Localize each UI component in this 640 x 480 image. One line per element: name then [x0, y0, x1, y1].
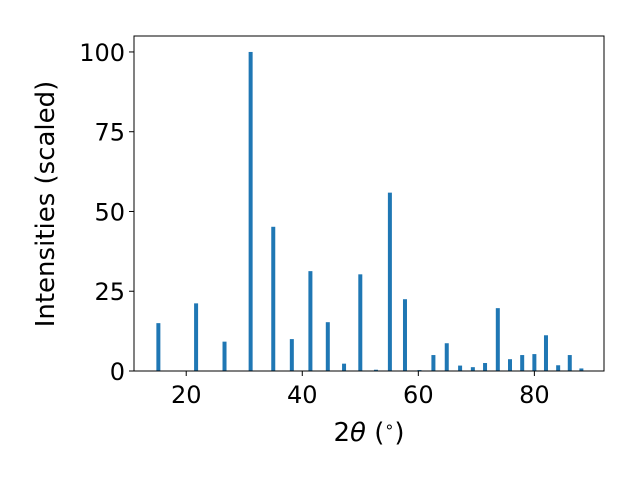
bar [543, 335, 548, 371]
x-axis-ticks: 20 40 60 80 [171, 371, 550, 409]
x-axis-label-close: ) [394, 418, 404, 448]
x-tick-label: 20 [171, 381, 202, 409]
x-axis-label-prefix: 2 [333, 418, 350, 448]
y-tick-label: 100 [79, 39, 125, 67]
bar [289, 339, 294, 371]
bar [495, 308, 500, 371]
bar [194, 303, 199, 371]
bar [532, 354, 537, 371]
y-tick-label: 25 [94, 278, 125, 306]
x-tick-label: 40 [287, 381, 318, 409]
bar [556, 365, 561, 371]
bar [373, 369, 378, 371]
y-tick-label: 75 [94, 119, 125, 147]
bar [402, 299, 407, 371]
bar [358, 274, 363, 371]
bar [156, 323, 161, 371]
y-tick-label: 50 [94, 198, 125, 226]
y-axis-ticks: 0 25 50 75 100 [79, 39, 134, 386]
x-axis-label-theta: θ [350, 418, 366, 448]
y-axis-label: Intensities (scaled) [31, 81, 61, 328]
bar [342, 363, 347, 371]
bar [508, 359, 512, 371]
x-tick-label: 60 [403, 381, 434, 409]
bar [458, 365, 463, 371]
bar [567, 355, 572, 371]
bar [444, 343, 449, 371]
bar [325, 322, 330, 371]
bar [248, 51, 253, 371]
y-tick-label: 0 [110, 358, 125, 386]
bar [387, 192, 392, 371]
x-axis-label: 2θ (∘) [333, 417, 404, 448]
bar [483, 363, 488, 371]
bar [271, 226, 276, 371]
x-axis-label-degree: ∘ [384, 417, 394, 436]
bar [579, 368, 584, 371]
bar [431, 355, 436, 371]
bar [520, 355, 525, 371]
bar [308, 271, 313, 371]
x-axis-label-open: ( [366, 418, 384, 448]
plot-frame [133, 35, 605, 372]
bar [222, 341, 227, 371]
x-tick-label: 80 [519, 381, 550, 409]
bar [470, 367, 475, 371]
bars-group [156, 51, 584, 371]
